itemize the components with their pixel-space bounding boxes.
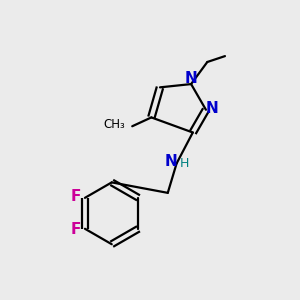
Text: F: F — [71, 222, 81, 237]
Text: F: F — [71, 190, 81, 205]
Text: N: N — [185, 71, 197, 86]
Text: CH₃: CH₃ — [103, 118, 125, 131]
Text: N: N — [206, 101, 219, 116]
Text: H: H — [180, 157, 190, 169]
Text: N: N — [165, 154, 178, 169]
